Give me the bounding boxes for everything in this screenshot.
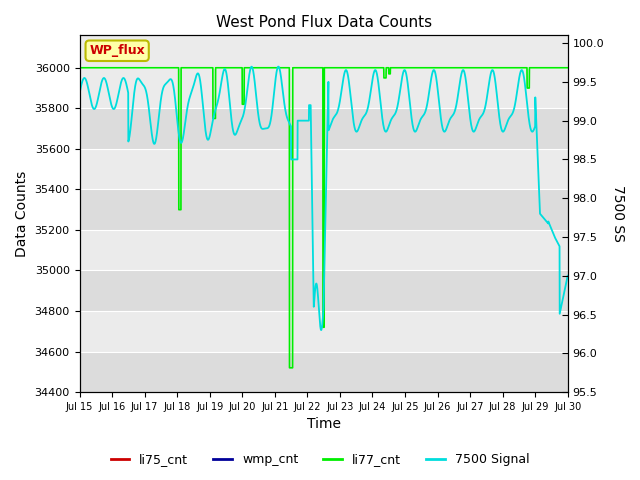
Bar: [79, 230, 568, 271]
Bar: [79, 190, 568, 230]
Bar: [79, 149, 568, 190]
Y-axis label: Data Counts: Data Counts: [15, 170, 29, 257]
Legend: li75_cnt, wmp_cnt, li77_cnt, 7500 Signal: li75_cnt, wmp_cnt, li77_cnt, 7500 Signal: [106, 448, 534, 471]
Text: WP_flux: WP_flux: [90, 44, 145, 57]
Bar: [79, 108, 568, 149]
Bar: [79, 351, 568, 392]
Bar: [79, 311, 568, 351]
Bar: [79, 68, 568, 108]
Bar: [79, 271, 568, 311]
Title: West Pond Flux Data Counts: West Pond Flux Data Counts: [216, 15, 431, 30]
Y-axis label: 7500 SS: 7500 SS: [611, 185, 625, 242]
X-axis label: Time: Time: [307, 418, 340, 432]
